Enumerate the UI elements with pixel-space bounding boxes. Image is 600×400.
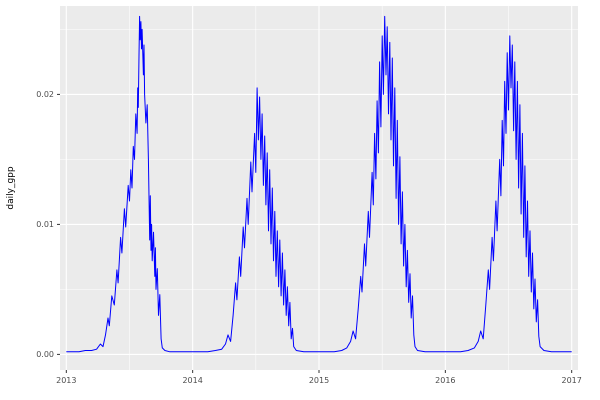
- y-tick-label: 0.00: [36, 350, 54, 359]
- y-tick-label: 0.02: [36, 90, 54, 99]
- x-tick-label: 2014: [182, 376, 202, 385]
- axis-tick-marks: [57, 93, 573, 373]
- x-axis-tick-labels: 2013 2014 2015 2016 2017: [56, 376, 582, 385]
- y-tick-label: 0.01: [36, 220, 54, 229]
- major-gridlines: [60, 6, 578, 370]
- y-axis-title: daily_gpp: [6, 166, 16, 209]
- daily-gpp-line-series: [66, 15, 572, 353]
- x-tick-label: 2013: [56, 376, 76, 385]
- y-axis-tick-labels: 0.00 0.01 0.02: [36, 90, 54, 359]
- x-tick-label: 2017: [562, 376, 582, 385]
- x-tick-label: 2015: [309, 376, 329, 385]
- x-tick-label: 2016: [435, 376, 455, 385]
